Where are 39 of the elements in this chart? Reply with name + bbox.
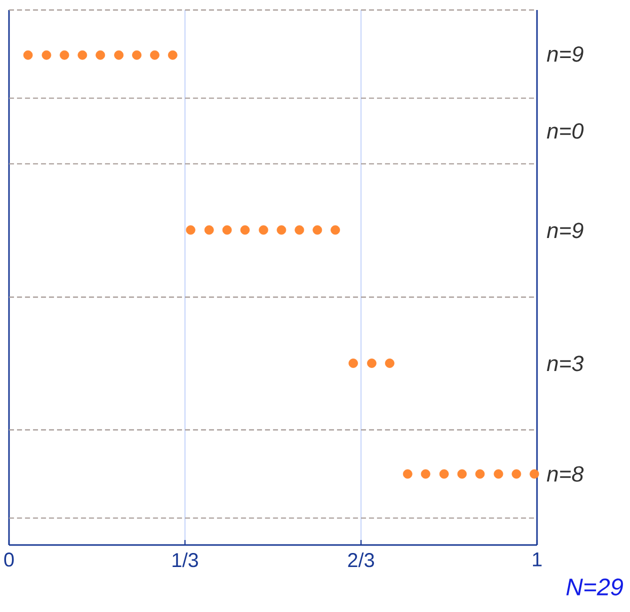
point [150, 50, 160, 60]
point [512, 469, 522, 479]
point [276, 225, 286, 235]
point [240, 225, 250, 235]
point [384, 358, 394, 368]
point [312, 225, 322, 235]
point [258, 225, 268, 235]
text: n=0 [546, 123, 584, 139]
point [420, 469, 430, 479]
point [494, 469, 504, 479]
point [204, 225, 214, 235]
point [23, 50, 33, 60]
text: n=9 [546, 222, 584, 238]
point [78, 50, 88, 60]
point [168, 50, 178, 60]
point [475, 469, 485, 479]
point [96, 50, 106, 60]
text: n=8 [546, 466, 584, 482]
point [530, 469, 540, 479]
point [367, 358, 376, 368]
x-tick-label: 2/3 [348, 552, 374, 568]
point [439, 469, 449, 479]
point [348, 358, 358, 368]
text: N=29 [566, 578, 623, 596]
x-tick-label: 1 [532, 552, 542, 566]
x-tick-label: 0 [4, 552, 14, 567]
point [222, 225, 232, 235]
point [330, 225, 340, 235]
point [294, 225, 304, 235]
point [60, 50, 70, 60]
point [186, 225, 196, 235]
point [132, 50, 142, 60]
point [42, 50, 52, 60]
point [457, 469, 467, 479]
point [114, 50, 124, 60]
point [402, 469, 412, 479]
x-tick-label: 1/3 [172, 552, 198, 568]
text: n=9 [546, 46, 584, 62]
text: n=3 [546, 356, 584, 372]
